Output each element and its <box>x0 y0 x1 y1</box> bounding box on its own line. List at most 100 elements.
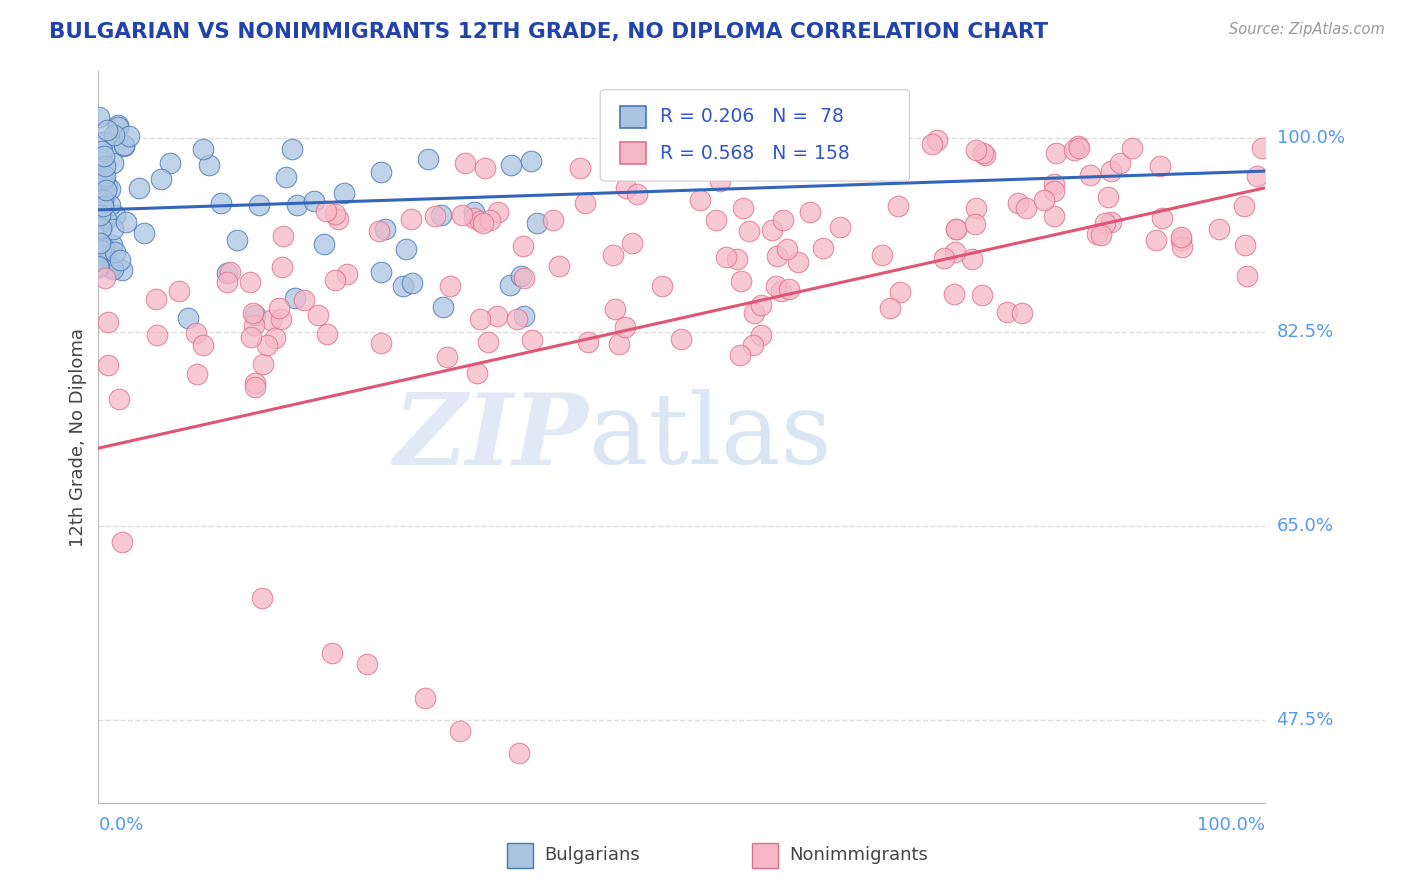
Text: R = 0.568   N = 158: R = 0.568 N = 158 <box>659 144 849 162</box>
Text: 100.0%: 100.0% <box>1198 816 1265 834</box>
Point <box>93 254 115 268</box>
Point <box>1150 211 1173 225</box>
Point <box>326 212 349 227</box>
Point <box>292 293 315 308</box>
Point <box>111 262 134 277</box>
Point <box>886 198 908 212</box>
Point <box>963 217 986 231</box>
Point <box>541 213 564 227</box>
Point <box>742 306 765 320</box>
Point <box>315 204 337 219</box>
Point <box>451 208 474 222</box>
Point <box>709 174 731 188</box>
Point <box>875 155 897 169</box>
Point <box>271 228 294 243</box>
Point <box>270 312 292 326</box>
Point <box>714 250 737 264</box>
Point <box>960 252 983 266</box>
Point <box>744 162 766 177</box>
Point <box>401 276 423 290</box>
Point <box>280 142 302 156</box>
Point <box>943 244 966 259</box>
Point <box>766 249 789 263</box>
Point <box>513 310 536 324</box>
Text: Source: ZipAtlas.com: Source: ZipAtlas.com <box>1229 22 1385 37</box>
Point <box>186 368 208 382</box>
Point <box>621 236 644 251</box>
Point <box>394 242 416 256</box>
Point <box>498 278 520 293</box>
Point <box>90 220 112 235</box>
Point <box>260 313 283 327</box>
Point <box>804 134 827 148</box>
Point <box>146 327 169 342</box>
Point <box>250 591 273 605</box>
Point <box>811 241 834 255</box>
Point <box>778 282 800 296</box>
Point <box>93 271 115 285</box>
Point <box>240 330 263 344</box>
Point <box>100 260 122 275</box>
Point <box>336 268 359 282</box>
FancyBboxPatch shape <box>600 90 910 181</box>
Point <box>429 208 451 222</box>
Point <box>925 133 948 147</box>
Point <box>965 143 987 157</box>
Point <box>94 183 117 197</box>
Point <box>479 213 502 227</box>
Point <box>520 154 543 169</box>
Point <box>315 326 337 341</box>
Point <box>356 657 378 672</box>
Point <box>98 182 121 196</box>
Point <box>772 213 794 227</box>
Point <box>470 311 492 326</box>
Text: 100.0%: 100.0% <box>1277 128 1344 147</box>
Text: 65.0%: 65.0% <box>1277 516 1333 534</box>
Point <box>89 208 111 222</box>
Point <box>243 308 266 322</box>
Point <box>145 293 167 307</box>
Point <box>1149 159 1171 173</box>
Point <box>94 212 117 227</box>
Point <box>651 279 673 293</box>
Point <box>749 327 772 342</box>
Point <box>219 265 242 279</box>
Bar <box>752 843 778 868</box>
Point <box>477 334 499 349</box>
Point <box>197 158 219 172</box>
Point <box>252 357 274 371</box>
Point <box>423 209 446 223</box>
Point <box>1015 201 1038 215</box>
Point <box>1045 146 1067 161</box>
Point <box>104 208 127 222</box>
Point <box>90 257 112 271</box>
Point <box>1208 222 1230 236</box>
Point <box>1043 209 1066 223</box>
Text: 0.0%: 0.0% <box>98 816 143 834</box>
Point <box>89 161 111 175</box>
Point <box>104 245 127 260</box>
Point <box>626 187 648 202</box>
Y-axis label: 12th Grade, No Diploma: 12th Grade, No Diploma <box>69 327 87 547</box>
Text: 82.5%: 82.5% <box>1277 323 1334 341</box>
Point <box>1067 141 1090 155</box>
Point <box>1251 141 1274 155</box>
Point <box>1144 233 1167 247</box>
Point <box>970 288 993 302</box>
Text: Nonimmigrants: Nonimmigrants <box>789 847 928 864</box>
Point <box>449 723 471 738</box>
Text: ZIP: ZIP <box>394 389 589 485</box>
Point <box>1043 184 1066 198</box>
Point <box>333 186 356 201</box>
Point <box>370 165 392 179</box>
Point <box>945 221 967 235</box>
Point <box>285 198 308 212</box>
Point <box>87 110 110 124</box>
Point <box>90 243 112 257</box>
Point <box>1170 229 1192 244</box>
Point <box>93 241 115 255</box>
Point <box>1108 156 1130 170</box>
Point <box>548 260 571 274</box>
Point <box>526 216 548 230</box>
Point <box>413 690 436 705</box>
